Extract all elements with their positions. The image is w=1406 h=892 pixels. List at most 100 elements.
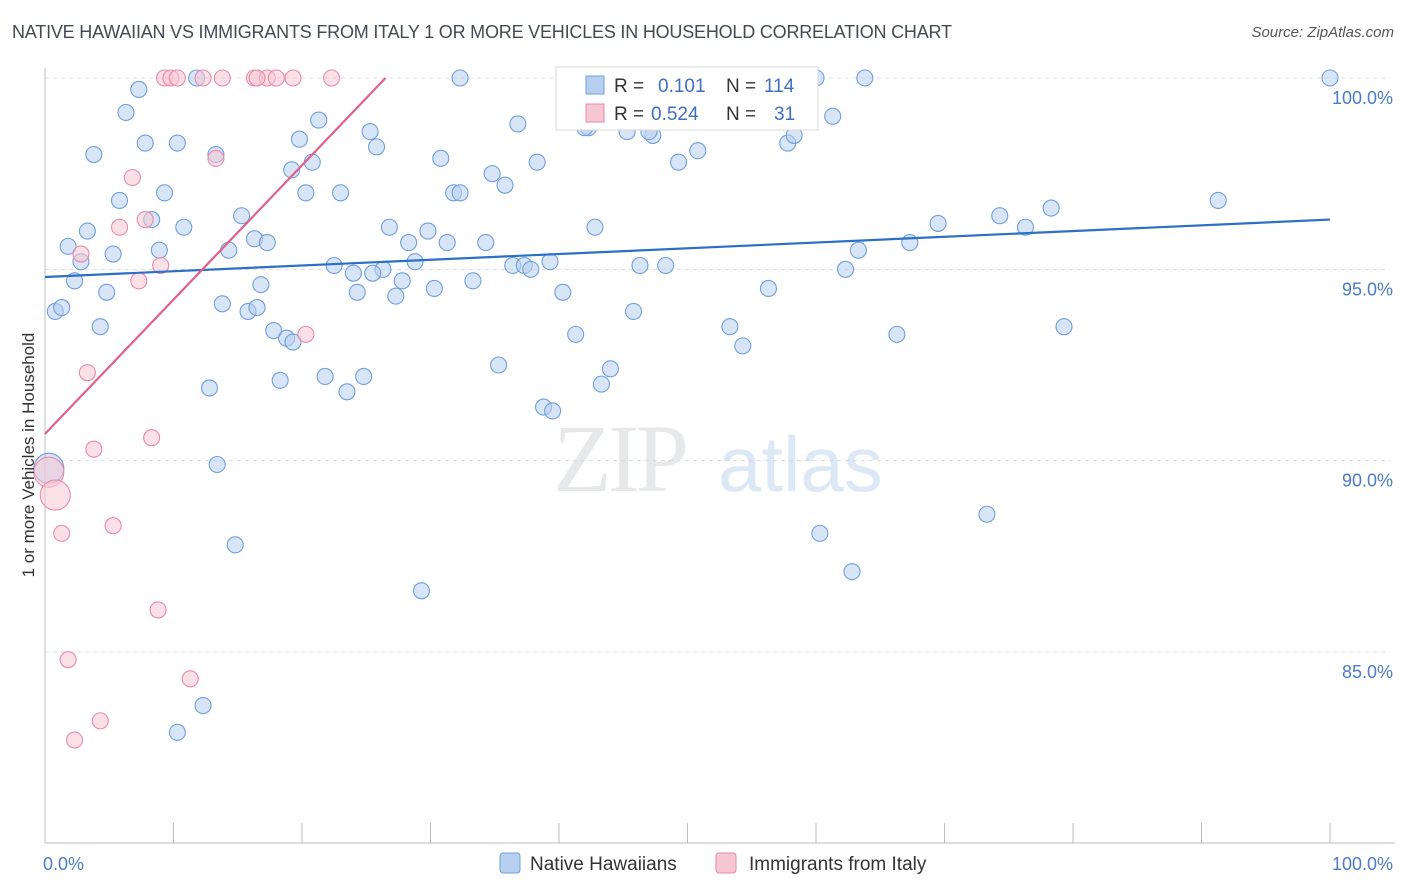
legend-n-label-2: N = — [726, 104, 756, 125]
native-hawaiians-point-95 — [824, 107, 842, 125]
y-tick-label-0: 100.0% — [1332, 88, 1393, 108]
watermark-atlas: atlas — [718, 420, 883, 508]
native-hawaiians-point-69 — [509, 115, 527, 133]
italy-point-16 — [152, 256, 170, 275]
bottom-legend-swatch-blue — [499, 852, 521, 874]
native-hawaiians-point-91 — [759, 279, 778, 298]
legend-swatch-pink — [585, 103, 605, 123]
native-hawaiians-point-39 — [310, 111, 328, 129]
x-tick-labels: 0.0% 100.0% — [43, 854, 1393, 874]
watermark-zip: ZIP — [553, 405, 686, 512]
y-tick-label-3: 85.0% — [1342, 662, 1393, 682]
x-tick-label-1: 100.0% — [1332, 854, 1393, 874]
italy-point-4 — [66, 731, 84, 749]
native-hawaiians-point-53 — [400, 233, 418, 252]
native-hawaiians-point-105 — [1016, 218, 1035, 236]
italy-point-5 — [72, 245, 90, 263]
native-hawaiians-point-45 — [348, 283, 366, 301]
native-hawaiians-point-103 — [978, 505, 996, 523]
chart-title: NATIVE HAWAIIAN VS IMMIGRANTS FROM ITALY… — [12, 22, 952, 42]
native-hawaiians-point-2 — [53, 299, 71, 317]
native-hawaiians-point-109 — [1321, 69, 1339, 87]
y-axis-label: 1 or more Vehicles in Household — [19, 333, 38, 578]
native-hawaiians-point-89 — [721, 318, 739, 336]
native-hawaiians-point-106 — [1042, 199, 1060, 217]
native-hawaiians-point-23 — [208, 455, 226, 474]
italy-point-20 — [181, 670, 199, 688]
italy-point-21 — [194, 69, 212, 87]
native-hawaiians-point-33 — [271, 371, 289, 389]
native-hawaiians-point-61 — [451, 184, 469, 202]
native-hawaiians-point-102 — [929, 214, 947, 232]
native-hawaiians-point-17 — [155, 184, 174, 202]
italy-point-7 — [85, 440, 103, 458]
native-hawaiians-point-116 — [284, 333, 302, 351]
native-hawaiians-point-48 — [367, 138, 386, 156]
native-hawaiians-point-8 — [91, 318, 109, 336]
native-hawaiians-point-75 — [554, 283, 572, 301]
native-hawaiians-point-13 — [130, 80, 148, 99]
native-hawaiians-point-107 — [1055, 318, 1073, 336]
native-hawaiians-point-65 — [483, 165, 501, 183]
italy-point-14 — [143, 429, 161, 447]
native-hawaiians-point-26 — [226, 536, 244, 554]
italy-point-9 — [104, 517, 122, 535]
native-hawaiians-point-12 — [117, 103, 135, 121]
native-hawaiians-point-56 — [419, 222, 437, 240]
italy-point-26 — [267, 69, 285, 87]
bottom-legend-swatch-pink — [715, 852, 737, 874]
native-hawaiians-point-44 — [344, 264, 362, 282]
native-hawaiians-point-57 — [425, 279, 443, 298]
stats-legend: R = 0.101 N = 114 R = 0.524 N = 31 — [555, 66, 819, 131]
bottom-legend: Native Hawaiians Immigrants from Italy — [499, 852, 927, 875]
series-immigrants-from-italy — [33, 69, 341, 749]
native-hawaiians-point-108 — [1209, 191, 1227, 210]
native-hawaiians-point-50 — [380, 218, 398, 236]
legend-r-value-2: 0.524 — [651, 104, 699, 125]
italy-point-1 — [39, 479, 71, 511]
native-hawaiians-point-96 — [837, 260, 855, 278]
italy-point-8 — [91, 712, 109, 730]
native-hawaiians-point-43 — [338, 383, 356, 401]
native-hawaiians-point-19 — [175, 218, 193, 236]
legend-r-label-1: R = — [614, 76, 644, 97]
native-hawaiians-point-21 — [200, 379, 219, 397]
trend-line-native-hawaiians — [44, 218, 1331, 279]
native-hawaiians-point-6 — [78, 222, 96, 240]
series-native-hawaiians — [33, 69, 1339, 741]
trend-lines — [44, 77, 1331, 435]
native-hawaiians-point-16 — [150, 241, 168, 259]
italy-point-30 — [248, 69, 266, 87]
native-hawaiians-point-62 — [451, 69, 469, 87]
native-hawaiians-point-41 — [325, 256, 343, 275]
italy-point-13 — [136, 211, 154, 229]
italy-point-12 — [130, 272, 148, 290]
native-hawaiians-point-40 — [316, 367, 334, 386]
native-hawaiians-point-100 — [888, 325, 906, 343]
native-hawaiians-point-14 — [136, 134, 154, 152]
native-hawaiians-point-47 — [361, 123, 379, 141]
native-hawaiians-point-58 — [432, 149, 450, 167]
native-hawaiians-point-42 — [331, 184, 350, 202]
native-hawaiians-point-63 — [464, 272, 482, 290]
native-hawaiians-point-79 — [586, 218, 604, 236]
native-hawaiians-point-18 — [168, 134, 186, 152]
native-hawaiians-point-10 — [104, 245, 122, 263]
native-hawaiians-point-86 — [657, 256, 675, 275]
y-tick-label-1: 95.0% — [1342, 279, 1393, 299]
native-hawaiians-point-71 — [522, 260, 540, 278]
native-hawaiians-point-64 — [477, 233, 495, 252]
native-hawaiians-point-36 — [290, 130, 308, 148]
watermark: ZIP atlas — [553, 405, 883, 512]
native-hawaiians-point-11 — [110, 191, 129, 210]
native-hawaiians-point-98 — [849, 241, 867, 259]
bottom-legend-label-blue: Native Hawaiians — [530, 854, 677, 875]
legend-r-value-1: 0.101 — [658, 76, 706, 97]
native-hawaiians-point-46 — [355, 367, 373, 386]
italy-point-28 — [297, 325, 315, 343]
native-hawaiians-point-88 — [689, 142, 707, 160]
grid-lines — [45, 77, 1390, 653]
legend-r-label-2: R = — [614, 104, 644, 125]
italy-point-22 — [207, 149, 225, 167]
native-hawaiians-point-114 — [168, 723, 186, 741]
